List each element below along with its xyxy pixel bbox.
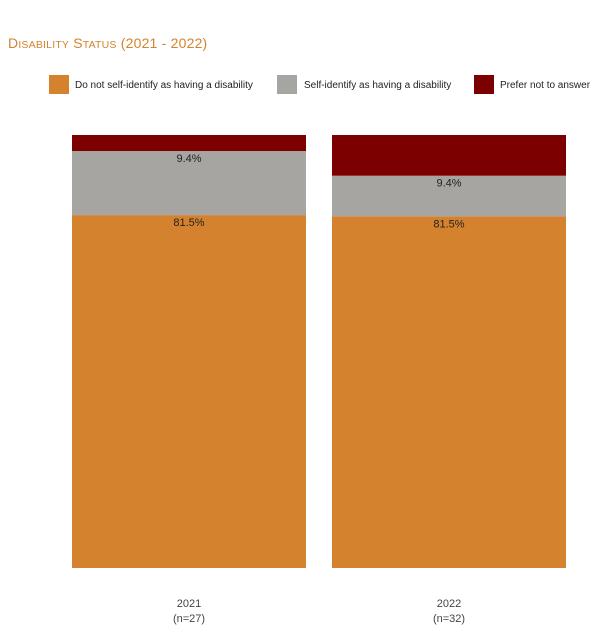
data-label-2022-do-not-self-identify-as-having-a-disability: 81.5% [433, 218, 464, 230]
category-labels: 2021 (n=27) 2022 (n=32) [173, 598, 465, 625]
bar-2021-self-identify-as-having-a-disability [72, 151, 306, 216]
data-label-2021-do-not-self-identify-as-having-a-disability: 81.5% [173, 217, 204, 229]
category-sublabel-2021: (n=27) [173, 613, 205, 625]
legend-swatch-do-not-self-identify-as-having-a-disability [49, 75, 69, 94]
bar-2022-self-identify-as-having-a-disability [332, 175, 566, 217]
chart-title: DISABILITY STATUS (2021 - 2022) [8, 35, 208, 51]
legend-swatch-self-identify-as-having-a-disability [277, 75, 297, 94]
category-label-2021: 2021 [177, 598, 201, 610]
legend-swatch-prefer-not-to-answer [474, 75, 494, 94]
category-label-2022: 2022 [437, 598, 461, 610]
bar-2021-prefer-not-to-answer [72, 135, 306, 152]
data-label-2022-self-identify-as-having-a-disability: 9.4% [436, 178, 461, 190]
bar-2022-prefer-not-to-answer [332, 135, 566, 176]
bar-2021-do-not-self-identify-as-having-a-disability [72, 215, 306, 569]
legend-label-self-identify-as-having-a-disability: Self-identify as having a disability [304, 80, 451, 91]
legend: Do not self-identify as having a disabil… [49, 75, 591, 94]
legend-label-prefer-not-to-answer: Prefer not to answer [500, 80, 591, 91]
value-labels: 81.5% 9.4% 81.5% 9.4% [173, 153, 464, 230]
data-label-2021-self-identify-as-having-a-disability: 9.4% [176, 153, 201, 165]
category-sublabel-2022: (n=32) [433, 613, 465, 625]
legend-label-do-not-self-identify-as-having-a-disability: Do not self-identify as having a disabil… [75, 80, 253, 91]
bars [72, 135, 566, 569]
bar-2022-do-not-self-identify-as-having-a-disability [332, 216, 566, 568]
